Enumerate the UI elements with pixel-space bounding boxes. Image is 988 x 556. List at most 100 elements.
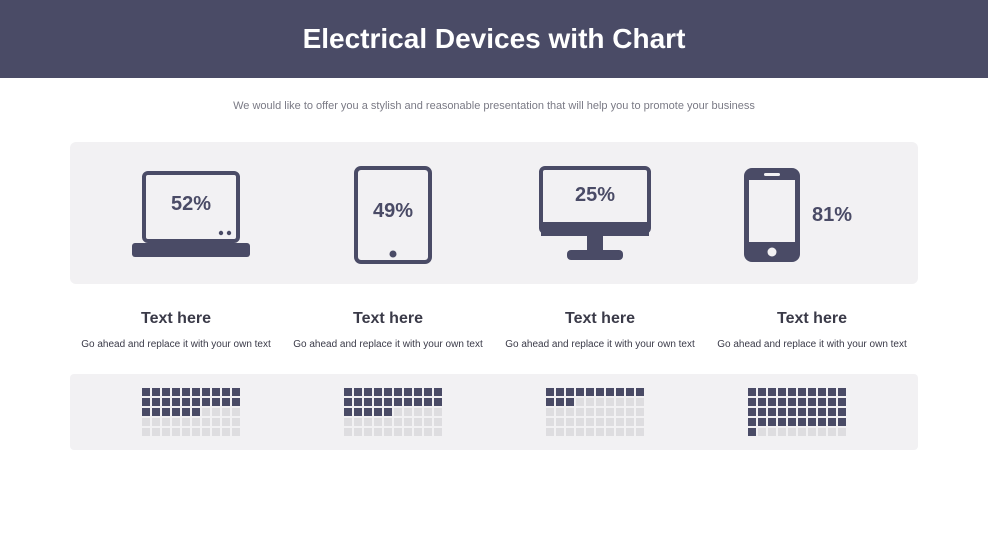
laptop-icon: 52%	[132, 171, 250, 259]
waffle-cell	[838, 408, 846, 416]
waffle-cell	[566, 388, 574, 396]
waffle-cell	[232, 398, 240, 406]
waffle-cell	[788, 428, 796, 436]
waffle-cell	[616, 408, 624, 416]
waffle-cell	[828, 388, 836, 396]
waffle-cell	[546, 428, 554, 436]
waffle-cell	[556, 408, 564, 416]
waffle-cell	[626, 408, 634, 416]
waffle-cell	[354, 388, 362, 396]
waffle-cell	[828, 398, 836, 406]
subtitle-text: We would like to offer you a stylish and…	[0, 100, 988, 112]
waffle-cell	[424, 418, 432, 426]
waffle-cell	[152, 408, 160, 416]
waffle-cell	[838, 398, 846, 406]
waffle-cell	[556, 398, 564, 406]
desktop-icon: 25%	[537, 166, 653, 264]
waffle-cell	[152, 428, 160, 436]
waffle-cell	[626, 398, 634, 406]
waffle-cell	[758, 418, 766, 426]
waffle-cell	[424, 388, 432, 396]
waffle-cell	[788, 408, 796, 416]
waffle-cell	[838, 428, 846, 436]
waffle-cell	[546, 398, 554, 406]
waffle-cell	[828, 408, 836, 416]
waffle-cell	[424, 408, 432, 416]
waffle-cell	[808, 398, 816, 406]
waffle-cell	[788, 398, 796, 406]
waffle-cell	[162, 408, 170, 416]
waffle-cell	[788, 418, 796, 426]
waffle-cell	[172, 398, 180, 406]
waffle-cell	[142, 398, 150, 406]
waffle-cell	[394, 418, 402, 426]
text-body-1: Go ahead and replace it with your own te…	[292, 338, 484, 352]
content-area: 52% 49% 25%	[0, 142, 988, 450]
waffle-cell	[434, 408, 442, 416]
waffle-cell	[818, 408, 826, 416]
waffle-cell	[404, 418, 412, 426]
waffle-cell	[566, 398, 574, 406]
waffle-cell	[374, 418, 382, 426]
waffle-cell	[566, 428, 574, 436]
header-bar: Electrical Devices with Chart	[0, 0, 988, 78]
text-body-0: Go ahead and replace it with your own te…	[80, 338, 272, 352]
waffle-1	[344, 388, 442, 436]
tablet-percent: 49%	[373, 200, 413, 223]
waffle-cell	[828, 428, 836, 436]
waffle-cell	[162, 428, 170, 436]
waffle-cell	[384, 408, 392, 416]
waffle-cell	[818, 428, 826, 436]
waffle-cell	[152, 398, 160, 406]
waffle-cell	[152, 388, 160, 396]
text-cell-3: Text here Go ahead and replace it with y…	[706, 310, 918, 352]
waffle-cell	[192, 388, 200, 396]
waffle-cell	[758, 388, 766, 396]
waffle-cell	[576, 408, 584, 416]
waffle-cell	[384, 398, 392, 406]
waffle-cell	[172, 418, 180, 426]
phone-percent: 81%	[812, 204, 852, 227]
waffle-cell	[182, 388, 190, 396]
waffle-cell	[546, 408, 554, 416]
waffle-cell	[596, 408, 604, 416]
waffle-cell	[606, 428, 614, 436]
waffle-cell	[798, 398, 806, 406]
waffle-cell	[202, 408, 210, 416]
waffle-cell	[212, 408, 220, 416]
waffle-cell	[798, 418, 806, 426]
phone-icon	[742, 166, 802, 264]
waffle-cell	[182, 418, 190, 426]
waffle-cell	[748, 418, 756, 426]
waffle-cell	[182, 428, 190, 436]
waffle-cell	[596, 428, 604, 436]
waffle-cell	[818, 418, 826, 426]
waffle-panel	[70, 374, 918, 450]
waffle-cell	[778, 388, 786, 396]
waffle-cell	[172, 408, 180, 416]
waffle-cell	[808, 428, 816, 436]
waffle-cell	[374, 408, 382, 416]
device-tablet: 49%	[292, 166, 494, 264]
waffle-cell	[232, 388, 240, 396]
waffle-cell	[596, 418, 604, 426]
waffle-cell	[576, 418, 584, 426]
waffle-cell	[768, 398, 776, 406]
waffle-cell	[354, 408, 362, 416]
waffle-cell	[748, 408, 756, 416]
device-laptop: 52%	[90, 171, 292, 259]
waffle-cell	[586, 408, 594, 416]
waffle-cell	[162, 418, 170, 426]
waffle-cell	[636, 408, 644, 416]
waffle-cell	[212, 418, 220, 426]
waffle-cell	[838, 418, 846, 426]
waffle-3	[748, 388, 846, 436]
waffle-cell	[838, 388, 846, 396]
waffle-cell	[798, 428, 806, 436]
text-body-2: Go ahead and replace it with your own te…	[504, 338, 696, 352]
waffle-cell	[202, 388, 210, 396]
waffle-cell	[222, 408, 230, 416]
waffle-cell	[384, 418, 392, 426]
waffle-cell	[364, 398, 372, 406]
waffle-cell	[778, 398, 786, 406]
